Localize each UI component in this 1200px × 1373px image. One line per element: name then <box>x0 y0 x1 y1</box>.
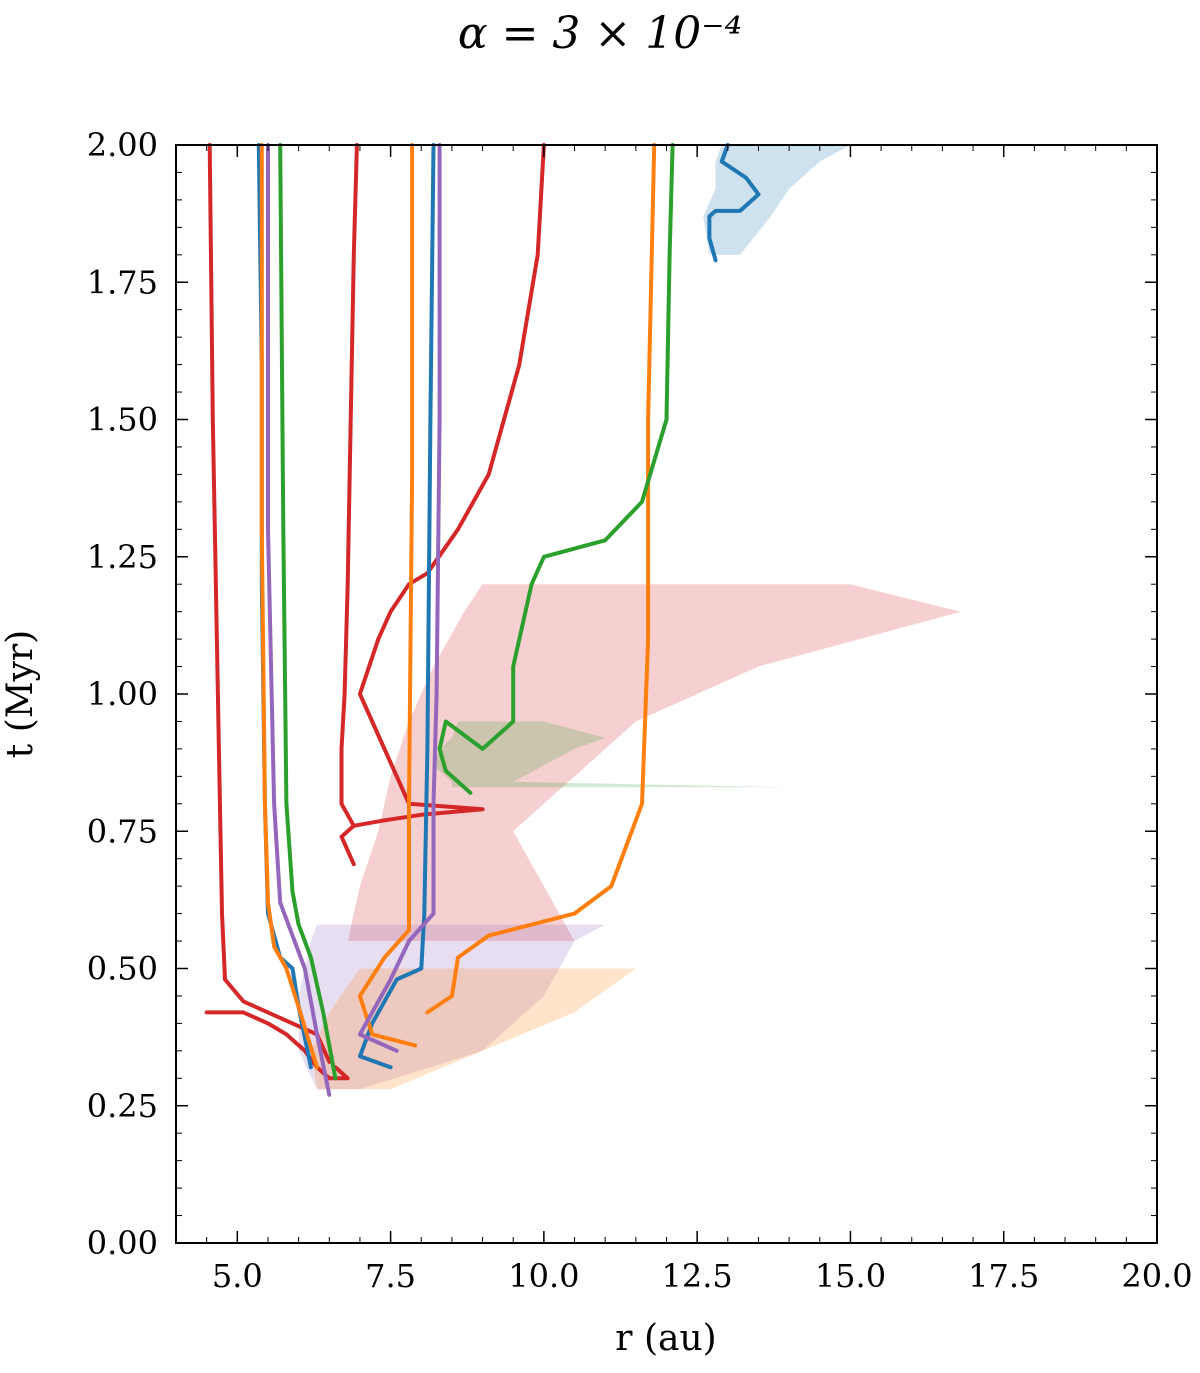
y-tick-label: 1.75 <box>87 263 158 301</box>
y-tick-label: 0.50 <box>87 950 158 988</box>
plot-area <box>204 143 961 1097</box>
shaded-region-purple-3 <box>298 924 606 1090</box>
x-tick-label: 12.5 <box>662 1257 733 1295</box>
trajectory-line-orange-4 <box>259 143 319 1070</box>
y-tick-label: 1.50 <box>87 401 158 439</box>
shaded-region-blue-2 <box>703 145 851 255</box>
y-tick-label: 0.75 <box>87 812 158 850</box>
chart-title: α = 3 × 10⁻⁴ <box>458 8 742 59</box>
trajectory-line-purple-11 <box>357 143 442 1053</box>
trajectory-line-blue-9 <box>357 143 436 1070</box>
trajectory-line-green-6 <box>278 143 338 1081</box>
x-tick-label: 15.0 <box>815 1257 886 1295</box>
y-tick-label: 0.25 <box>87 1087 158 1125</box>
shaded-region-red-0 <box>347 584 961 941</box>
trajectory-line-purple-5 <box>266 143 332 1097</box>
x-tick-label: 17.5 <box>968 1257 1039 1295</box>
y-axis-label: t (Myr) <box>0 630 41 758</box>
shaded-region-orange-4 <box>310 968 636 1090</box>
y-tick-label: 1.00 <box>87 675 158 713</box>
trajectory-line-orange-10 <box>357 143 418 1048</box>
shaded-region-green-1 <box>433 721 790 788</box>
x-tick-label: 5.0 <box>212 1257 263 1295</box>
trajectory-line-red-8 <box>339 143 359 828</box>
x-tick-label: 7.5 <box>365 1257 416 1295</box>
x-tick-label: 10.0 <box>508 1257 579 1295</box>
trajectory-line-green-13 <box>437 143 675 795</box>
trajectory-line-red-7 <box>339 143 546 867</box>
y-tick-label: 0.00 <box>87 1224 158 1262</box>
trajectory-line-red-1 <box>204 1010 350 1081</box>
x-axis-label: r (au) <box>615 1318 716 1359</box>
x-tick-label: 20.0 <box>1121 1257 1192 1295</box>
axis-ticks: 5.0 7.5 10.0 12.5 15.0 17.5 20.0 0.00 0.25 0.50 0.… <box>87 126 1193 1295</box>
trajectory-line-orange-12 <box>425 143 657 1015</box>
trajectory-line-blue-0 <box>707 143 761 263</box>
y-tick-label: 2.00 <box>87 126 158 164</box>
y-tick-label: 1.25 <box>87 538 158 576</box>
